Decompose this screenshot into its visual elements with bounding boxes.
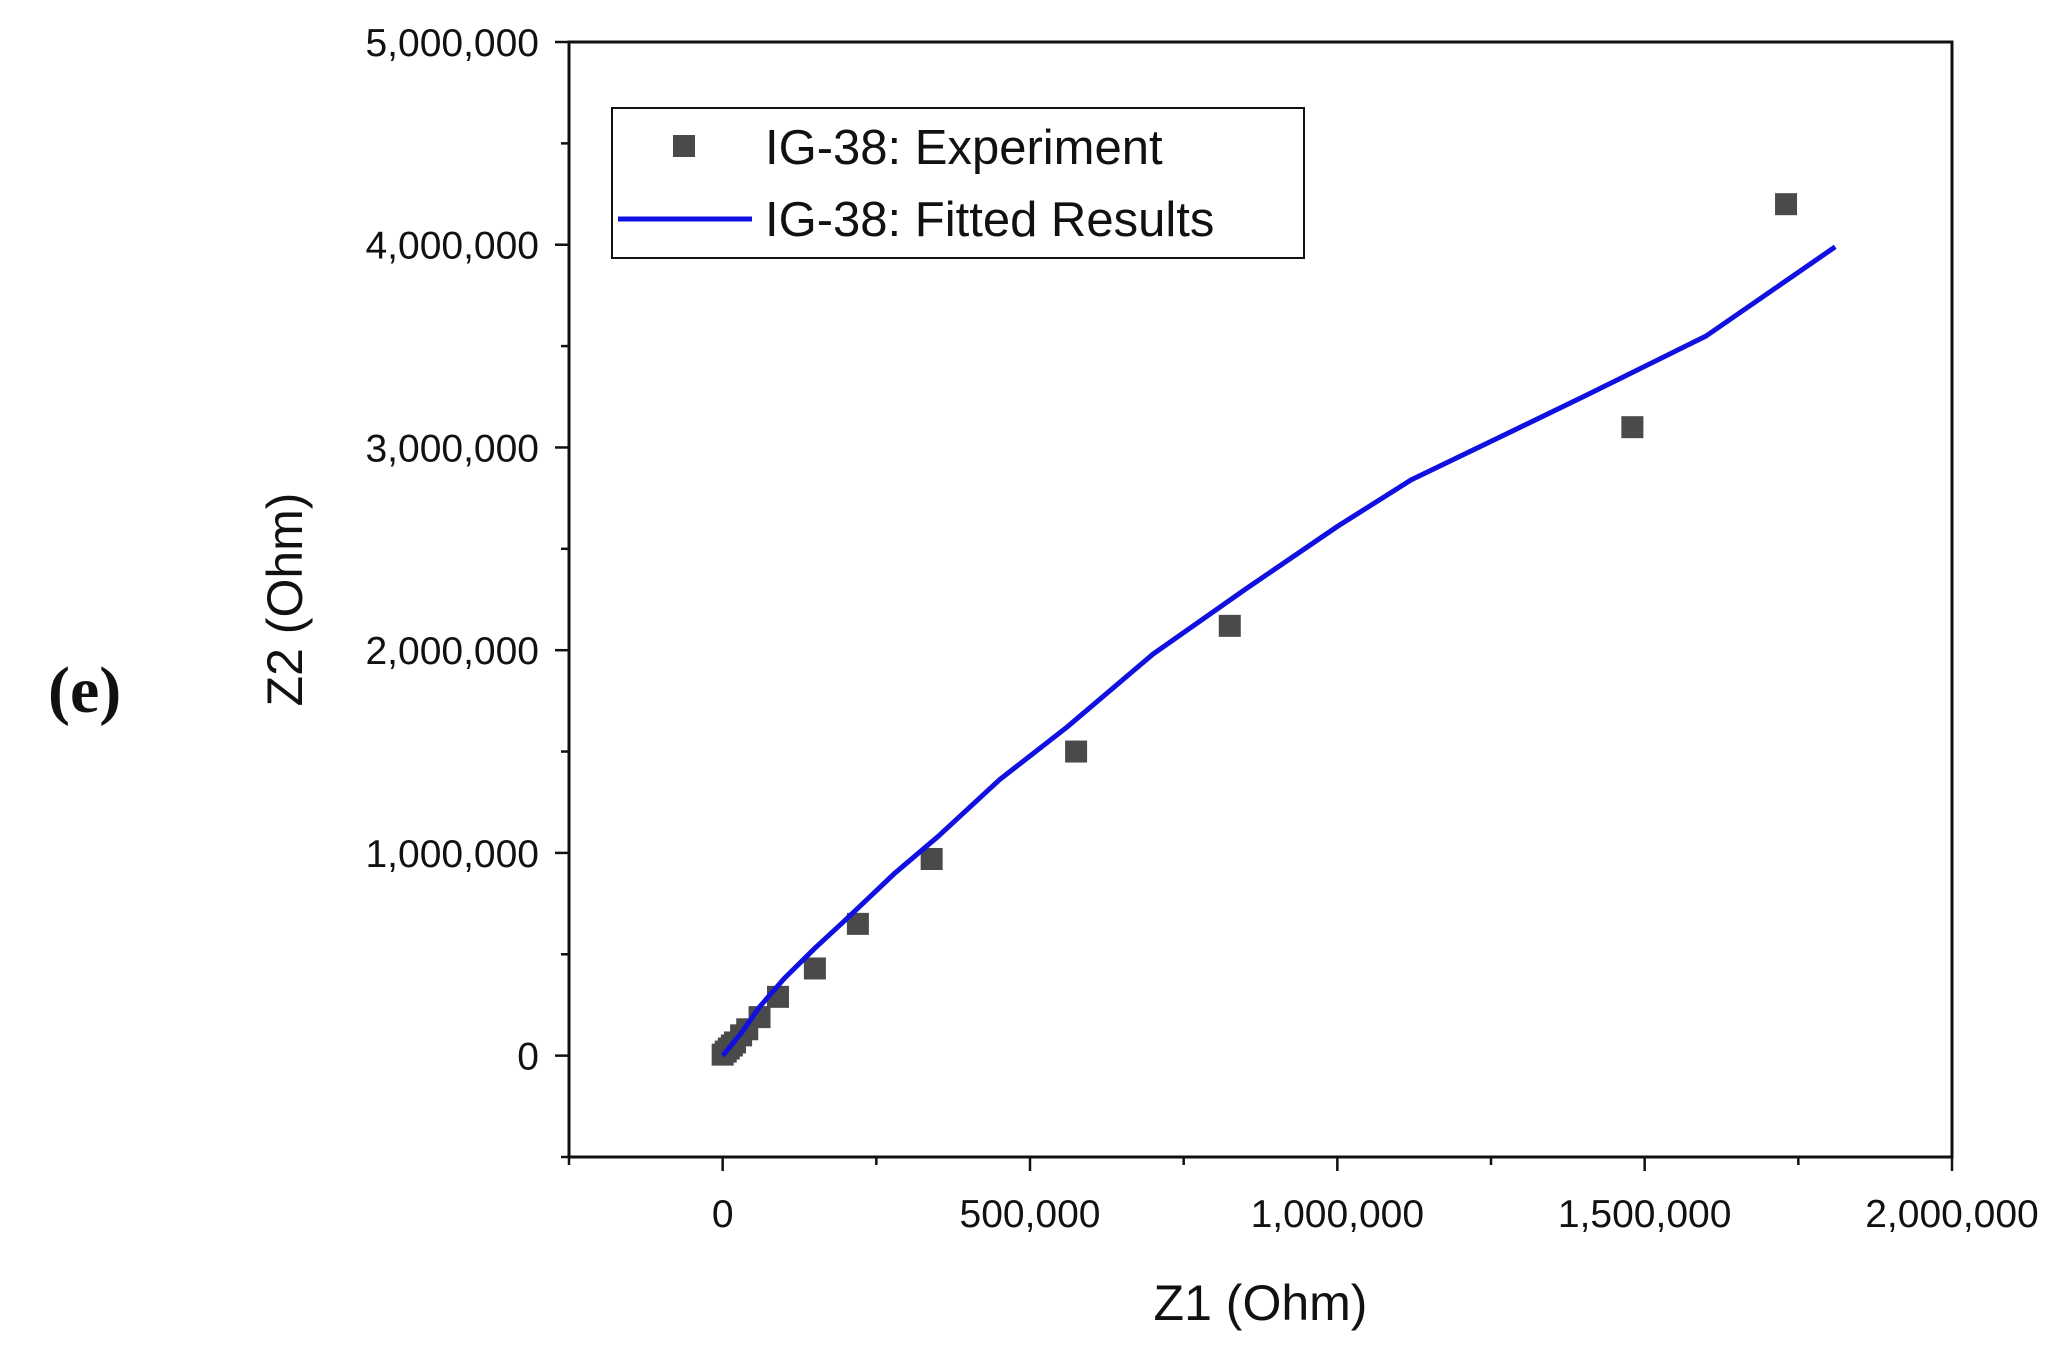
experiment-point [1218,614,1241,637]
y-tick-label: 0 [517,1036,539,1079]
y-axis-title: Z2 (Ohm) [257,493,313,707]
experiment-point [1621,416,1644,439]
experiment-point [1775,193,1798,216]
experiment-point [803,957,826,980]
y-tick-label: 5,000,000 [365,22,539,65]
legend-marker-experiment [673,135,695,157]
y-tick-label: 4,000,000 [365,225,539,268]
legend-label-fitted: IG-38: Fitted Results [765,193,1214,247]
legend-box [611,107,1305,259]
series-layer [711,193,1837,1066]
x-tick-label: 500,000 [960,1193,1101,1236]
x-axis-title: Z1 (Ohm) [1154,1275,1368,1331]
experiment-point [846,912,869,935]
x-tick-label: 2,000,000 [1865,1193,2039,1236]
y-tick-label: 3,000,000 [365,427,539,470]
y-tick-label: 2,000,000 [365,630,539,673]
x-axis: 0 500,000 1,000,000 1,500,000 2,000,000 [567,1157,2039,1236]
y-axis: 0 1,000,000 2,000,000 3,000,000 4,000,000 5,0… [365,22,569,1159]
x-tick-label: 1,500,000 [1558,1193,1732,1236]
fitted-line [720,244,1837,1058]
legend: IG-38: Experiment IG-38: Fitted Results [611,107,1305,259]
experiment-point [1065,740,1088,763]
x-tick-label: 1,000,000 [1251,1193,1425,1236]
x-tick-label: 0 [712,1193,734,1236]
plot-border [567,40,1954,1159]
panel-label: (e) [48,654,121,727]
legend-label-experiment: IG-38: Experiment [765,121,1163,175]
plot-frame [567,40,1954,1159]
experiment-point [920,847,943,870]
y-tick-label: 1,000,000 [365,833,539,876]
